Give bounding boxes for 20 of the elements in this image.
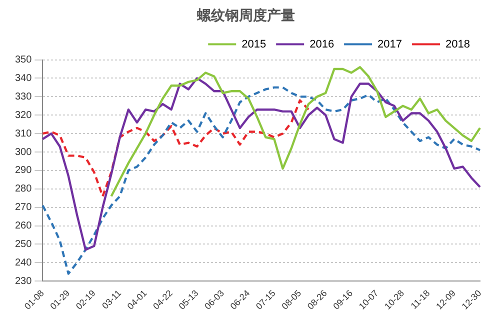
y-tick-label: 290 (14, 165, 32, 176)
y-tick-label: 280 (14, 184, 32, 195)
y-tick-label: 340 (14, 72, 32, 84)
legend-label: 2015 (242, 38, 266, 50)
line-series (42, 86, 482, 275)
y-tick-label: 310 (14, 128, 32, 140)
y-tick-label: 300 (14, 146, 32, 158)
legend-label: 2017 (378, 38, 402, 50)
y-tick-label: 270 (14, 202, 32, 214)
chart-title: 螺纹钢周度产量 (196, 7, 295, 24)
y-tick-label: 240 (14, 257, 32, 268)
y-tick-label: 250 (14, 238, 32, 250)
legend-label: 2016 (310, 38, 334, 50)
y-tick-label: 350 (14, 54, 32, 66)
legend-label: 2018 (446, 38, 470, 50)
y-tick-label: 260 (14, 220, 32, 232)
y-tick-label: 320 (14, 110, 32, 121)
y-tick-label: 230 (14, 276, 32, 287)
line-series (42, 99, 310, 198)
y-tick-label: 330 (14, 91, 32, 102)
